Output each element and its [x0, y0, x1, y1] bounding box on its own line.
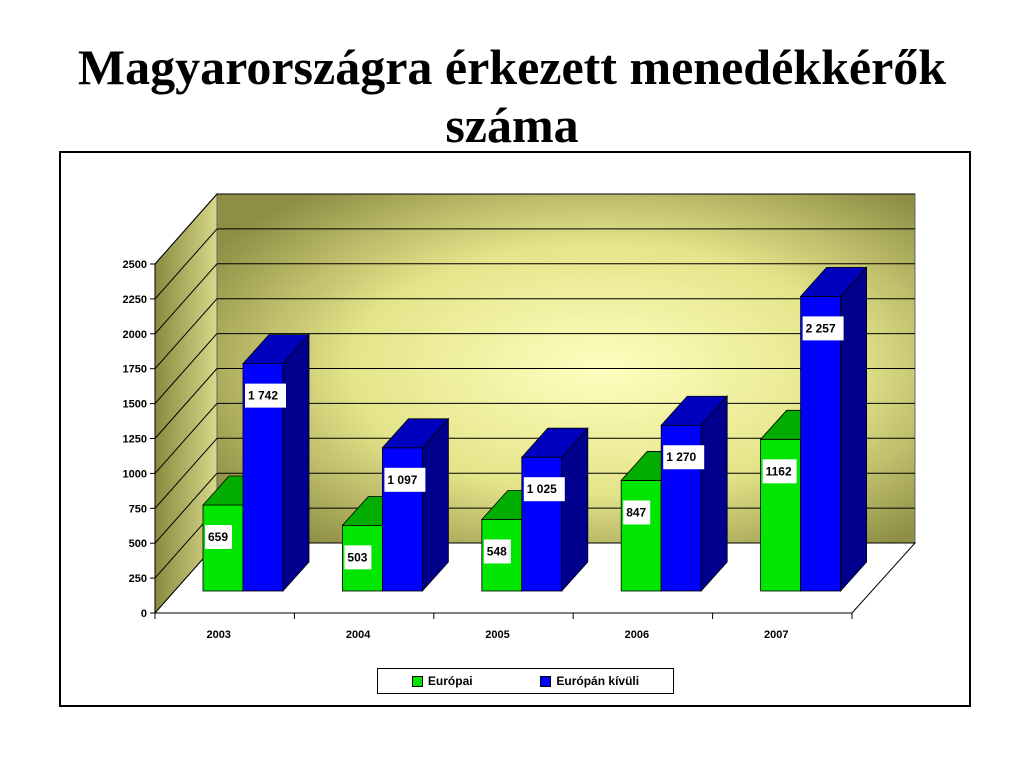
x-tick-label: 2006 — [625, 629, 649, 641]
legend-label-non-european: Európán kívüli — [556, 674, 640, 688]
bar-front — [800, 296, 841, 592]
bar-non-european-2007 — [799, 266, 868, 593]
bar-top — [242, 334, 310, 365]
data-label-european-2004: 503 — [344, 545, 372, 570]
bar-side — [282, 333, 310, 593]
gridline-side — [154, 437, 218, 509]
bar-top — [381, 418, 450, 449]
data-label-text: 548 — [487, 544, 507, 558]
bar-non-european-2003 — [242, 333, 310, 593]
bar-side — [840, 266, 867, 593]
data-label-text: 2 257 — [806, 321, 836, 335]
bar-side — [700, 395, 728, 593]
y-tick-label: 1500 — [123, 399, 147, 411]
data-label-text: 1162 — [766, 464, 792, 478]
legend-label-european: Európai — [427, 674, 473, 688]
y-tick-label: 1000 — [123, 468, 147, 480]
data-label-text: 659 — [208, 530, 228, 544]
legend-item-european: Európai — [411, 674, 473, 688]
y-tick-label: 500 — [129, 538, 147, 550]
gridline-side — [154, 228, 218, 300]
data-label-text: 1 097 — [387, 473, 417, 487]
data-label-box — [762, 459, 797, 484]
x-tick-label: 2003 — [206, 629, 230, 641]
slide-title: Magyarországra érkezett menedékkérők szá… — [0, 38, 1024, 154]
data-label-box — [802, 316, 844, 341]
slide-title-line2: száma — [445, 97, 579, 153]
data-label-box — [344, 545, 372, 570]
data-label-non-european-2004: 1 097 — [384, 467, 426, 492]
data-label-text: 1 742 — [248, 389, 278, 403]
legend-swatch-european — [411, 675, 423, 687]
data-label-box — [384, 467, 426, 492]
data-label-text: 503 — [347, 550, 367, 564]
y-tick-label: 2500 — [123, 259, 147, 271]
data-label-european-2003: 659 — [205, 524, 232, 549]
y-tick-label: 0 — [141, 608, 147, 620]
data-label-european-2005: 548 — [483, 539, 511, 564]
gridline-side — [154, 298, 218, 370]
gridline-side — [154, 333, 218, 404]
y-tick-label: 250 — [129, 573, 147, 585]
bar-top — [799, 267, 868, 297]
y-tick-label: 750 — [129, 503, 147, 515]
bar-top — [660, 395, 729, 426]
data-label-box — [205, 524, 232, 549]
slide-title-line1: Magyarországra érkezett menedékkérők — [77, 39, 947, 95]
x-tick-label: 2005 — [485, 629, 509, 641]
legend-item-non-european: Európán kívüli — [540, 674, 639, 688]
gridline-side — [154, 472, 218, 544]
data-label-non-european-2007: 2 257 — [802, 316, 844, 341]
gridline-side — [154, 403, 218, 474]
gridline-side — [154, 263, 218, 335]
data-label-box — [663, 445, 705, 470]
data-label-text: 1 025 — [527, 482, 557, 496]
data-label-non-european-2003: 1 742 — [245, 383, 286, 408]
data-label-text: 1 270 — [666, 450, 696, 464]
bar-top — [520, 427, 589, 458]
y-tick-label: 2000 — [123, 329, 147, 341]
legend-swatch-non-european — [540, 675, 552, 687]
x-tick-label: 2007 — [764, 629, 788, 641]
data-label-box — [245, 383, 286, 408]
bar-side — [421, 417, 449, 593]
y-tick-label: 1750 — [123, 364, 147, 376]
data-label-non-european-2006: 1 270 — [663, 445, 705, 470]
data-label-european-2006: 847 — [623, 500, 651, 525]
bar-non-european-2005 — [520, 427, 589, 593]
data-label-text: 847 — [626, 505, 646, 519]
y-tick-label: 2250 — [123, 294, 147, 306]
data-label-box — [623, 500, 651, 525]
bar-front — [620, 480, 662, 592]
data-label-non-european-2005: 1 025 — [523, 477, 565, 502]
data-label-box — [483, 539, 511, 564]
data-label-box — [523, 477, 565, 502]
x-tick-label: 2004 — [346, 629, 371, 641]
bar-non-european-2006 — [660, 395, 729, 593]
y-tick-label: 1250 — [123, 434, 147, 446]
gridline-side — [154, 368, 218, 439]
gridline-side — [154, 193, 218, 265]
legend: Európai Európán kívüli — [377, 668, 674, 694]
data-label-european-2007: 1162 — [762, 459, 797, 484]
bar-non-european-2004 — [381, 417, 450, 593]
